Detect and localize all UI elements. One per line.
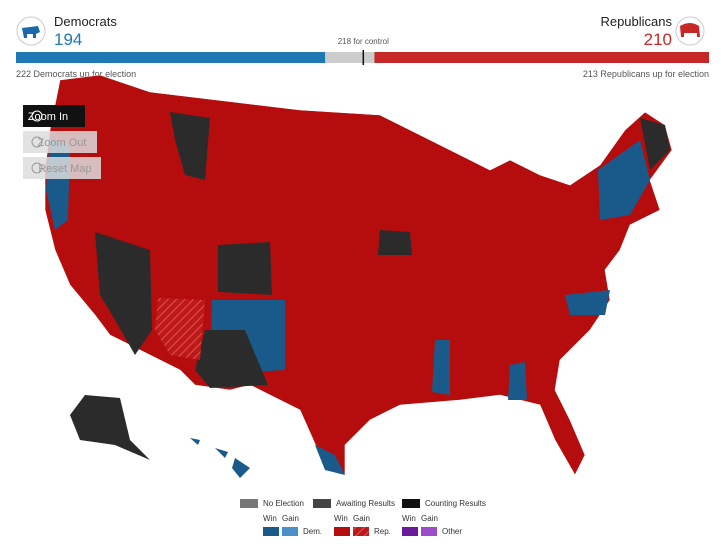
legend-swatch [402, 499, 420, 508]
legend-label: Rep. [374, 527, 391, 536]
dem-label: Democrats [54, 14, 117, 29]
button-label: Zoom In [28, 111, 68, 123]
legend-win: Win [402, 514, 416, 523]
rep-bar [374, 52, 709, 63]
rep-up-text: Republicans up for election [600, 69, 709, 79]
legend-win: Win [263, 514, 277, 523]
region-blue[interactable] [565, 290, 610, 315]
legend-swatch [353, 527, 369, 536]
region-black[interactable] [378, 230, 412, 255]
control-text: for control [353, 37, 389, 46]
dem-up-count: 222 [16, 69, 31, 79]
legend-swatch [313, 499, 331, 508]
dem-up: 222 Democrats up for election [16, 69, 136, 79]
zoom-in-button[interactable]: Zoom In [23, 105, 85, 127]
region-blue[interactable] [432, 340, 450, 395]
dem-seats: 194 [54, 30, 82, 49]
seat-bar [16, 50, 709, 65]
button-label: Zoom Out [38, 137, 87, 149]
control-seats: 218 [338, 37, 352, 46]
legend-label: Dem. [303, 527, 322, 536]
dem-up-text: Democrats up for election [34, 69, 137, 79]
dem-bar [16, 52, 326, 63]
alaska[interactable] [70, 395, 150, 460]
legend-label: Counting Results [425, 499, 486, 508]
rep-up-count: 213 [583, 69, 598, 79]
legend-swatch [334, 527, 350, 536]
legend-gain: Gain [353, 514, 370, 523]
region-black[interactable] [195, 330, 268, 388]
rep-icon [675, 16, 705, 46]
legend-swatch [263, 527, 279, 536]
legend: No Election Awaiting Results Counting Re… [240, 499, 486, 536]
legend-swatch [240, 499, 258, 508]
region-black[interactable] [218, 242, 272, 295]
region-blue[interactable] [598, 140, 650, 220]
legend-win: Win [334, 514, 348, 523]
region-black[interactable] [640, 118, 670, 170]
legend-label: Awaiting Results [336, 499, 395, 508]
rep-label: Republicans [600, 14, 672, 29]
legend-swatch [282, 527, 298, 536]
region-black[interactable] [95, 232, 152, 355]
button-label: Reset Map [38, 163, 91, 175]
zoom-out-button[interactable]: Zoom Out [23, 131, 97, 153]
dem-icon [16, 16, 46, 46]
legend-swatch [421, 527, 437, 536]
legend-gain: Gain [421, 514, 438, 523]
rep-up: 213 Republicans up for election [583, 69, 709, 79]
map[interactable] [44, 74, 673, 478]
legend-gain: Gain [282, 514, 299, 523]
region-blue[interactable] [508, 362, 527, 400]
region-hatched[interactable] [155, 298, 205, 360]
hawaii[interactable] [190, 438, 250, 478]
reset-map-button[interactable]: Reset Map [23, 157, 101, 179]
region-black[interactable] [170, 112, 210, 180]
legend-swatch [402, 527, 418, 536]
region-blue[interactable] [315, 445, 345, 475]
bar-track [16, 52, 709, 63]
rep-seats: 210 [644, 30, 672, 49]
legend-label: Other [442, 527, 462, 536]
legend-label: No Election [263, 499, 304, 508]
control-label: 218 for control [338, 37, 389, 46]
